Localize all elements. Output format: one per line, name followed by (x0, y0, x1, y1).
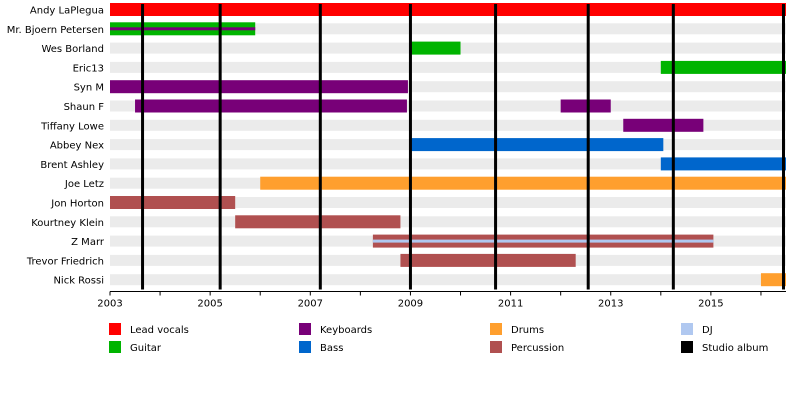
member-role-bar (110, 196, 236, 209)
member-role-bar (660, 60, 786, 74)
member-name-label: Jon Horton (50, 199, 104, 210)
member-role-bar (410, 138, 664, 152)
x-axis: 2003 2005 2007 2009 2011 2013 2015 (97, 291, 786, 310)
member-name-label: Wes Borland (41, 44, 104, 55)
member-name-label: Abbey Nex (50, 141, 104, 152)
legend-label: Drums (511, 325, 544, 336)
member-bars (110, 3, 786, 287)
legend-swatch (109, 341, 121, 353)
legend-label: Keyboards (320, 325, 372, 336)
member-name-label: Kourtney Klein (31, 218, 104, 229)
legend-swatch (490, 323, 502, 335)
legend-swatch (299, 341, 311, 353)
member-name-label: Joe Letz (64, 179, 104, 190)
legend-swatch (681, 323, 693, 335)
member-role-bar (560, 99, 611, 113)
role-stripe (110, 27, 256, 31)
row-track (110, 274, 786, 286)
legend-swatch (681, 341, 693, 353)
member-name-label: Nick Rossi (53, 276, 104, 287)
member-role-bar (760, 273, 786, 287)
member-role-bar (110, 80, 408, 94)
member-name-label: Eric13 (73, 63, 104, 74)
x-tick-label: 2007 (298, 299, 323, 310)
row-track (110, 23, 786, 35)
row-track (110, 197, 786, 208)
member-name-label: Z Marr (71, 237, 105, 248)
row-track (110, 81, 786, 93)
legend-label: Lead vocals (130, 325, 189, 336)
member-names: Andy LaPlegua Mr. Bjoern Petersen Wes Borl… (7, 6, 105, 287)
row-track (110, 119, 786, 131)
x-tick-label: 2013 (598, 299, 623, 310)
legend-swatch (109, 323, 121, 335)
legend-swatch (490, 341, 502, 353)
x-tick-label: 2015 (698, 299, 723, 310)
legend-label: Bass (320, 343, 343, 354)
x-tick-label: 2003 (97, 299, 122, 310)
member-role-bar (410, 41, 461, 55)
member-role-bar (260, 176, 786, 190)
member-role-bar (235, 215, 401, 229)
row-track (110, 158, 786, 170)
row-track (110, 61, 786, 73)
legend-label: Guitar (130, 343, 162, 354)
legend: Lead vocals Guitar Keyboards Bass Drums Percu… (109, 323, 768, 354)
studio-album-lines (141, 4, 785, 290)
member-name-label: Syn M (74, 83, 104, 94)
legend-label: DJ (702, 325, 713, 336)
x-tick-label: 2011 (498, 299, 523, 310)
member-role-bar (110, 3, 786, 16)
x-tick-label: 2005 (197, 299, 222, 310)
legend-label: Percussion (511, 343, 564, 354)
legend-swatch (299, 323, 311, 335)
row-track (110, 216, 786, 228)
member-name-label: Andy LaPlegua (30, 6, 104, 17)
member-name-label: Mr. Bjoern Petersen (7, 25, 104, 36)
member-name-label: Trevor Friedrich (26, 256, 104, 267)
member-name-label: Tiffany Lowe (40, 121, 104, 132)
x-tick-label: 2009 (398, 299, 423, 310)
member-role-bar (135, 99, 407, 113)
member-name-label: Shaun F (64, 102, 105, 113)
row-track (110, 100, 786, 112)
member-role-bar (623, 118, 704, 132)
member-name-label: Brent Ashley (40, 160, 104, 171)
legend-label: Studio album (702, 343, 768, 354)
role-stripe (372, 239, 714, 243)
member-role-bar (400, 253, 576, 267)
member-role-bar (660, 157, 786, 171)
